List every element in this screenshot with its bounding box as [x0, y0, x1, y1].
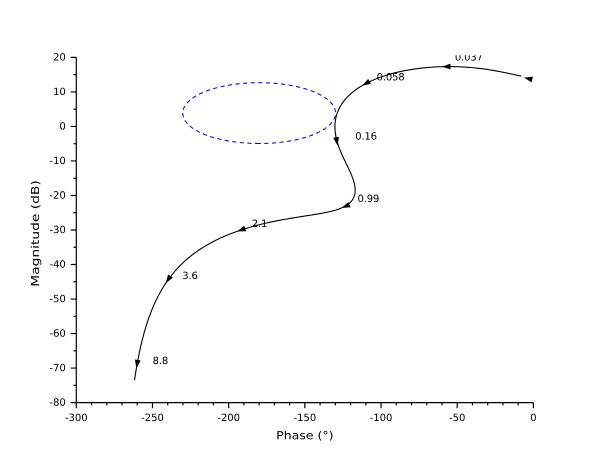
y-tick-label	[49, 329, 66, 337]
frequency-arrow	[362, 78, 372, 86]
frequency-label	[183, 271, 198, 280]
frequency-arrow	[165, 274, 173, 284]
y-axis-title	[30, 181, 42, 286]
x-tick-labels	[65, 413, 536, 422]
y-tick-label	[54, 87, 66, 96]
x-tick-label	[217, 413, 240, 422]
x-tick-label	[65, 413, 87, 422]
y-tick-label	[49, 225, 66, 234]
frequency-arrow	[333, 136, 339, 146]
frequency-label	[355, 132, 377, 140]
response-curve	[133, 66, 522, 381]
y-tick-label	[53, 53, 66, 61]
y-tick-labels	[49, 53, 66, 406]
x-tick-label	[449, 413, 465, 422]
y-tick-label	[49, 363, 66, 372]
frequency-label	[252, 219, 267, 227]
frequency-arrow	[441, 63, 451, 70]
y-tick-label	[49, 398, 66, 406]
tick-marks	[70, 56, 534, 409]
data-layer	[133, 55, 533, 381]
y-tick-label	[49, 294, 66, 303]
x-axis-title	[277, 430, 333, 441]
y-tick-label	[49, 191, 66, 199]
frequency-labels	[153, 55, 482, 365]
frequency-arrow	[523, 76, 533, 83]
axes	[30, 53, 536, 441]
y-tick-label	[49, 260, 66, 268]
frequency-arrow	[237, 225, 247, 232]
x-tick-label	[141, 413, 164, 422]
frequency-label	[377, 72, 404, 81]
direction-arrows	[134, 63, 533, 369]
frequency-arrow	[134, 359, 141, 369]
frequency-label	[358, 194, 379, 203]
x-tick-label	[370, 413, 392, 422]
y-tick-label	[49, 156, 66, 165]
frequency-label	[455, 55, 482, 61]
frequency-arrow	[341, 201, 351, 208]
frequency-label	[153, 356, 168, 365]
m-contour-ellipse	[182, 82, 337, 145]
x-tick-label	[293, 413, 316, 422]
